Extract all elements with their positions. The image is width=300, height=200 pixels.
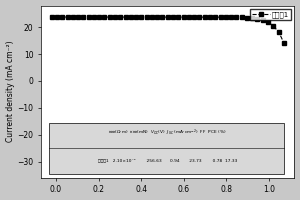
Bar (49, 123, 284, 174)
Y-axis label: Current density (mA cm⁻²): Current density (mA cm⁻²) (6, 41, 15, 142)
Legend: 实施例1: 实施例1 (250, 9, 291, 20)
Text: 电阻率($\Omega$$\cdot$m)  粘附力(mN)  $V_{OC}$(V)  $J_{SC}$ (mA$\cdot$cm$^{-2}$)  FF  : 电阻率($\Omega$$\cdot$m) 粘附力(mN) $V_{OC}$(V… (108, 128, 227, 138)
Text: 实施例1   2.10×10⁻⁴        256.63      0.94       23.73        0.78  17.33: 实施例1 2.10×10⁻⁴ 256.63 0.94 23.73 0.78 17… (98, 159, 238, 163)
